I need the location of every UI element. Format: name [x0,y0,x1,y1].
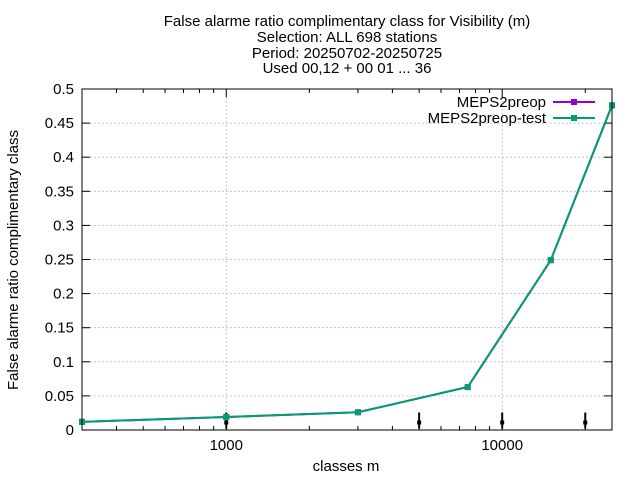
y-axis-label: False alarme ratio complimentary class [5,130,22,390]
series-line-1 [81,105,613,423]
y-tick-label: 0.4 [53,149,74,166]
x-axis-ticks: 1000 10000 [81,89,586,454]
series-group [79,102,615,425]
x-tick-label: 1000 [210,437,243,454]
title-line-1: False alarme ratio complimentary class f… [164,13,530,30]
title-line-4: Used 00,12 + 00 01 ... 36 [263,60,432,77]
series-point-2 [223,414,230,421]
x-axis-label: classes m [313,458,380,475]
count-markers [224,412,588,429]
title-line-2: Selection: ALL 698 stations [257,29,437,46]
x-tick-label: 10000 [481,437,523,454]
legend-label-2: MEPS2preop-test [428,110,547,127]
count-marker-point [417,420,422,425]
y-tick-label: 0.2 [53,286,74,303]
y-axis-ticks: 0 0.05 0.1 0.15 0.2 0.25 0.3 0.35 0.4 0.45 0.5 [45,81,612,439]
grid [82,89,612,430]
title-line-3: Period: 20250702-20250725 [252,45,442,62]
chart-title: False alarme ratio complimentary class f… [164,13,530,77]
y-tick-label: 0.35 [45,183,74,200]
y-tick-label: 0.1 [53,354,74,371]
series-point-2 [464,384,471,391]
legend-marker-2 [571,115,577,121]
y-tick-label: 0.3 [53,217,74,234]
y-tick-label: 0.5 [53,81,74,98]
y-tick-label: 0.15 [45,320,74,337]
count-marker-point [224,420,229,425]
series-line-2 [81,105,613,423]
y-tick-label: 0.45 [45,115,74,132]
legend-label-1: MEPS2preop [457,94,546,111]
count-marker-point [583,420,588,425]
y-tick-label: 0.05 [45,388,74,405]
y-tick-label: 0.25 [45,252,74,269]
series-point-2 [547,257,554,264]
series-point-2 [354,409,361,416]
legend-marker-1 [571,99,577,105]
count-marker-point [500,420,505,425]
y-tick-label: 0 [66,422,74,439]
plot-frame [81,88,613,431]
